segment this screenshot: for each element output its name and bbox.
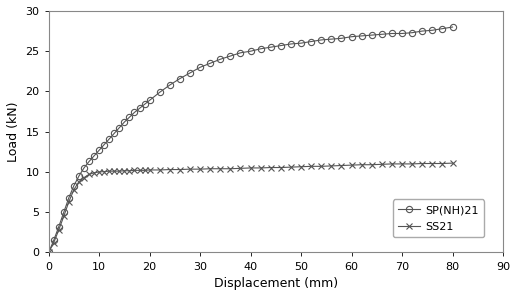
SP(NH)21: [278, 44, 284, 47]
SS21: [308, 165, 314, 168]
SS21: [121, 169, 128, 173]
Legend: SP(NH)21, SS21: SP(NH)21, SS21: [392, 200, 484, 237]
SS21: [45, 251, 52, 254]
SS21: [126, 169, 132, 173]
SP(NH)21: [308, 40, 314, 43]
SS21: [278, 166, 284, 169]
SP(NH)21: [449, 25, 455, 29]
SP(NH)21: [101, 143, 108, 146]
SP(NH)21: [45, 251, 52, 254]
SS21: [439, 162, 446, 165]
SP(NH)21: [126, 116, 132, 119]
SP(NH)21: [121, 120, 128, 124]
SP(NH)21: [439, 27, 446, 30]
X-axis label: Displacement (mm): Displacement (mm): [214, 277, 338, 290]
Line: SP(NH)21: SP(NH)21: [45, 24, 455, 256]
Line: SS21: SS21: [45, 159, 456, 256]
SS21: [449, 161, 455, 165]
Y-axis label: Load (kN): Load (kN): [7, 102, 20, 162]
SS21: [101, 170, 108, 173]
